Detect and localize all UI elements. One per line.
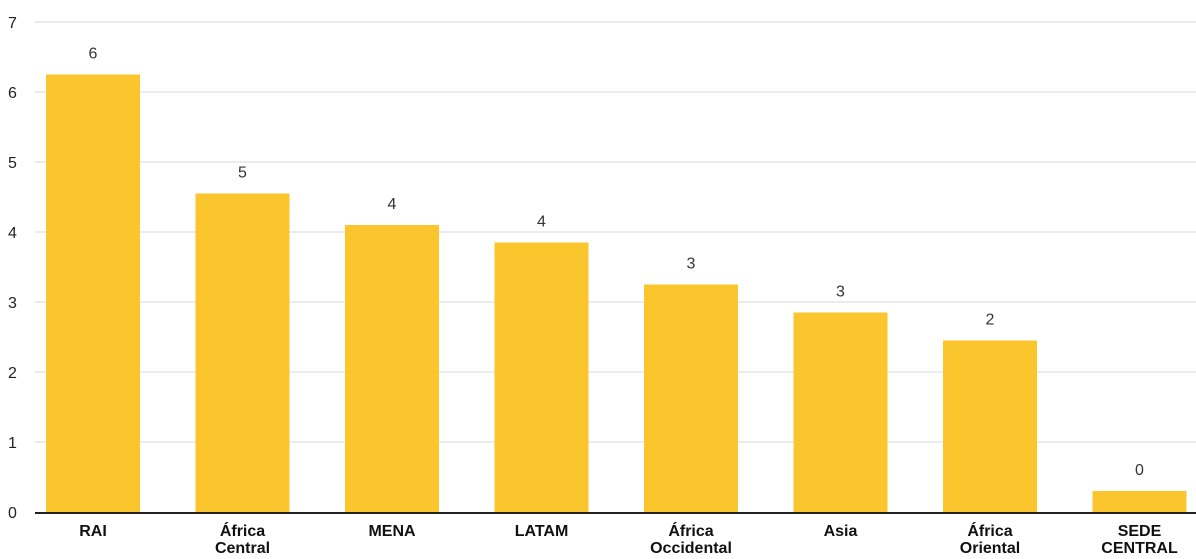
x-tick-label: RAI <box>79 523 107 540</box>
bars <box>46 74 1187 512</box>
bar <box>195 193 290 512</box>
data-label: 6 <box>89 46 98 63</box>
y-tick-label: 0 <box>8 505 17 522</box>
y-tick-label: 4 <box>8 225 17 242</box>
data-label: 0 <box>1135 462 1144 479</box>
bar <box>793 312 888 512</box>
data-label: 3 <box>836 284 845 301</box>
data-label: 4 <box>388 196 397 213</box>
data-labels: 6 5 4 4 3 3 2 0 <box>89 46 1145 480</box>
data-label: 2 <box>986 312 995 329</box>
y-tick-label: 3 <box>8 295 17 312</box>
x-tick-label: África Oriental <box>960 521 1020 557</box>
x-tick-label: África Occidental <box>650 521 732 557</box>
bar <box>494 242 589 512</box>
data-label: 4 <box>537 214 546 231</box>
bar <box>46 74 140 512</box>
y-tick-label: 6 <box>8 85 17 102</box>
x-tick-label: MENA <box>368 523 416 540</box>
bar <box>345 225 439 512</box>
bar <box>943 340 1037 512</box>
y-tick-label: 2 <box>8 365 17 382</box>
y-axis-ticks: 0 1 2 3 4 5 6 7 <box>8 15 17 522</box>
bar <box>644 284 738 512</box>
data-label: 5 <box>238 165 247 182</box>
y-tick-label: 1 <box>8 435 17 452</box>
x-tick-label: África Central <box>215 521 270 557</box>
data-label: 3 <box>687 256 696 273</box>
bar <box>1092 491 1187 512</box>
x-tick-label: LATAM <box>515 523 569 540</box>
x-tick-label: Asia <box>824 523 858 540</box>
x-tick-label: SEDE CENTRAL <box>1101 523 1178 557</box>
x-axis-ticks: RAI África Central MENA LATAM África Occidenta… <box>79 521 1178 557</box>
y-tick-label: 7 <box>8 15 17 32</box>
y-tick-label: 5 <box>8 155 17 172</box>
